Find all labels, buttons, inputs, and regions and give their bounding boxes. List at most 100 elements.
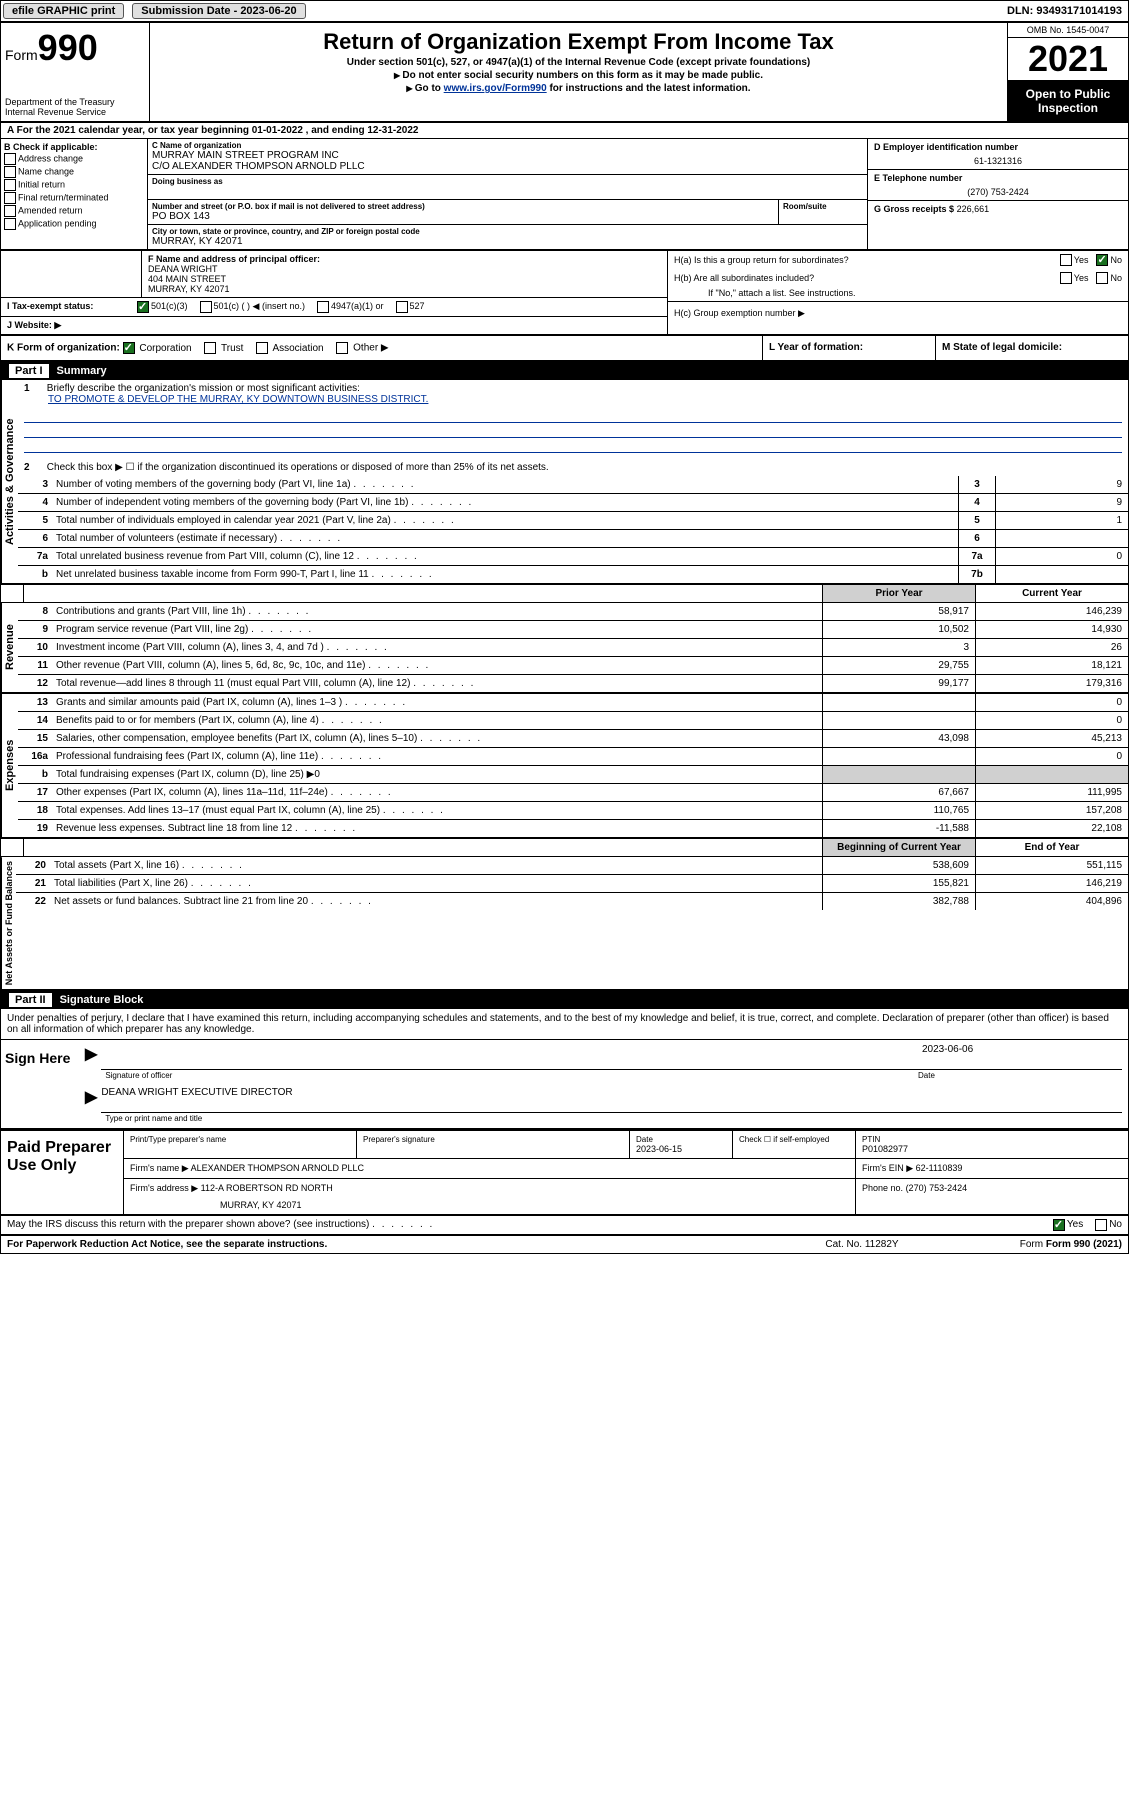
line-desc: Total unrelated business revenue from Pa…	[52, 548, 958, 565]
mission-text: TO PROMOTE & DEVELOP THE MURRAY, KY DOWN…	[48, 394, 428, 405]
line-desc: Net assets or fund balances. Subtract li…	[50, 893, 822, 910]
line-desc: Investment income (Part VIII, column (A)…	[52, 639, 822, 656]
efile-print-button[interactable]: efile GRAPHIC print	[3, 3, 124, 19]
line-desc: Professional fundraising fees (Part IX, …	[52, 748, 822, 765]
chk-assoc[interactable]	[256, 342, 268, 354]
gross-receipts-label: G Gross receipts $	[874, 204, 954, 214]
summary-line: 8Contributions and grants (Part VIII, li…	[18, 603, 1128, 621]
box-d: D Employer identification number 61-1321…	[868, 139, 1128, 170]
opt-527: 527	[410, 301, 425, 313]
line-box: 3	[958, 476, 995, 493]
preparer-date-label: Date	[636, 1135, 726, 1144]
vlabel-net: Net Assets or Fund Balances	[1, 857, 16, 989]
officer-name: DEANA WRIGHT	[148, 264, 661, 274]
chk-label: Amended return	[18, 205, 83, 215]
chk-final-return[interactable]: Final return/terminated	[4, 192, 144, 204]
section-expenses: Expenses 13Grants and similar amounts pa…	[1, 694, 1128, 839]
website-label: J Website: ▶	[7, 320, 61, 331]
box-k-label: K Form of organization:	[7, 343, 120, 354]
summary-line: 14Benefits paid to or for members (Part …	[18, 712, 1128, 730]
open-to-public-badge: Open to Public Inspection	[1008, 81, 1128, 121]
chk-hb-no[interactable]	[1096, 272, 1108, 284]
line-num: 8	[18, 603, 52, 620]
line-current	[975, 766, 1128, 783]
summary-line: 21Total liabilities (Part X, line 26) 15…	[16, 875, 1128, 893]
line-prior: 67,667	[822, 784, 975, 801]
summary-line: 20Total assets (Part X, line 16) 538,609…	[16, 857, 1128, 875]
cat-no: Cat. No. 11282Y	[762, 1239, 962, 1250]
ein-value: 61-1321316	[874, 152, 1122, 166]
line-desc: Number of independent voting members of …	[52, 494, 958, 511]
chk-corp[interactable]	[123, 342, 135, 354]
col-prior-header: Prior Year	[822, 585, 975, 602]
line-prior	[822, 712, 975, 729]
chk-other[interactable]	[336, 342, 348, 354]
firm-name-label: Firm's name ▶	[130, 1163, 189, 1173]
line-num: 15	[18, 730, 52, 747]
chk-trust[interactable]	[204, 342, 216, 354]
chk-initial-return[interactable]: Initial return	[4, 179, 144, 191]
hc-label: H(c) Group exemption number ▶	[668, 302, 1128, 325]
chk-527[interactable]	[396, 301, 408, 313]
line-prior: 29,755	[822, 657, 975, 674]
dba-label: Doing business as	[152, 177, 863, 186]
line-desc: Benefits paid to or for members (Part IX…	[52, 712, 822, 729]
chk-label: Address change	[18, 153, 83, 163]
summary-line: 3Number of voting members of the governi…	[18, 476, 1128, 494]
instructions-link-line: Go to www.irs.gov/Form990 for instructio…	[158, 83, 999, 94]
chk-ha-yes[interactable]	[1060, 254, 1072, 266]
chk-discuss-yes[interactable]	[1053, 1219, 1065, 1231]
part1-label: Part I	[9, 364, 49, 378]
chk-discuss-no[interactable]	[1095, 1219, 1107, 1231]
line-a-tax-year: A For the 2021 calendar year, or tax yea…	[1, 123, 1128, 139]
chk-address-change[interactable]: Address change	[4, 153, 144, 165]
firm-addr-label: Firm's address ▶	[130, 1183, 198, 1193]
summary-line: bNet unrelated business taxable income f…	[18, 566, 1128, 583]
hb-note: If "No," attach a list. See instructions…	[668, 287, 1128, 302]
summary-line: 18Total expenses. Add lines 13–17 (must …	[18, 802, 1128, 820]
chk-application-pending[interactable]: Application pending	[4, 218, 144, 230]
line-num: 19	[18, 820, 52, 837]
chk-label: Initial return	[18, 179, 65, 189]
submission-date-button[interactable]: Submission Date - 2023-06-20	[132, 3, 305, 19]
line-box: 6	[958, 530, 995, 547]
ha-no: No	[1110, 255, 1122, 265]
org-address: PO BOX 143	[152, 211, 774, 222]
chk-hb-yes[interactable]	[1060, 272, 1072, 284]
line-prior	[822, 748, 975, 765]
section-net-assets: Net Assets or Fund Balances 20Total asse…	[1, 857, 1128, 991]
org-name: MURRAY MAIN STREET PROGRAM INC	[152, 150, 863, 161]
chk-501c[interactable]	[200, 301, 212, 313]
summary-line: 12Total revenue—add lines 8 through 11 (…	[18, 675, 1128, 692]
vlabel-revenue: Revenue	[1, 603, 18, 692]
summary-line: 7aTotal unrelated business revenue from …	[18, 548, 1128, 566]
summary-line: 10Investment income (Part VIII, column (…	[18, 639, 1128, 657]
summary-line: 5Total number of individuals employed in…	[18, 512, 1128, 530]
box-m: M State of legal domicile:	[935, 336, 1128, 360]
col-end-header: End of Year	[975, 839, 1128, 856]
self-employed-check[interactable]: Check ☐ if self-employed	[733, 1131, 856, 1158]
line-value	[995, 566, 1128, 583]
chk-501c3[interactable]	[137, 301, 149, 313]
chk-ha-no[interactable]	[1096, 254, 1108, 266]
opt-trust: Trust	[221, 343, 243, 354]
summary-line: 19Revenue less expenses. Subtract line 1…	[18, 820, 1128, 837]
preparer-sig-label: Preparer's signature	[363, 1135, 623, 1144]
chk-4947[interactable]	[317, 301, 329, 313]
line-num: 21	[16, 875, 50, 892]
form-label: Form	[5, 47, 38, 63]
line-current: 157,208	[975, 802, 1128, 819]
line-value: 9	[995, 476, 1128, 493]
chk-name-change[interactable]: Name change	[4, 166, 144, 178]
instructions-link[interactable]: www.irs.gov/Form990	[444, 83, 547, 94]
line-current: 179,316	[975, 675, 1128, 692]
type-name-label: Type or print name and title	[101, 1113, 206, 1124]
line-desc: Total fundraising expenses (Part IX, col…	[52, 766, 822, 783]
line-num: 20	[16, 857, 50, 874]
line-prior: 99,177	[822, 675, 975, 692]
paid-preparer-section: Paid Preparer Use Only Print/Type prepar…	[1, 1129, 1128, 1216]
chk-amended-return[interactable]: Amended return	[4, 205, 144, 217]
line-num: b	[18, 766, 52, 783]
line-num: 11	[18, 657, 52, 674]
form-footer: Form 990 (2021)	[1046, 1239, 1122, 1250]
